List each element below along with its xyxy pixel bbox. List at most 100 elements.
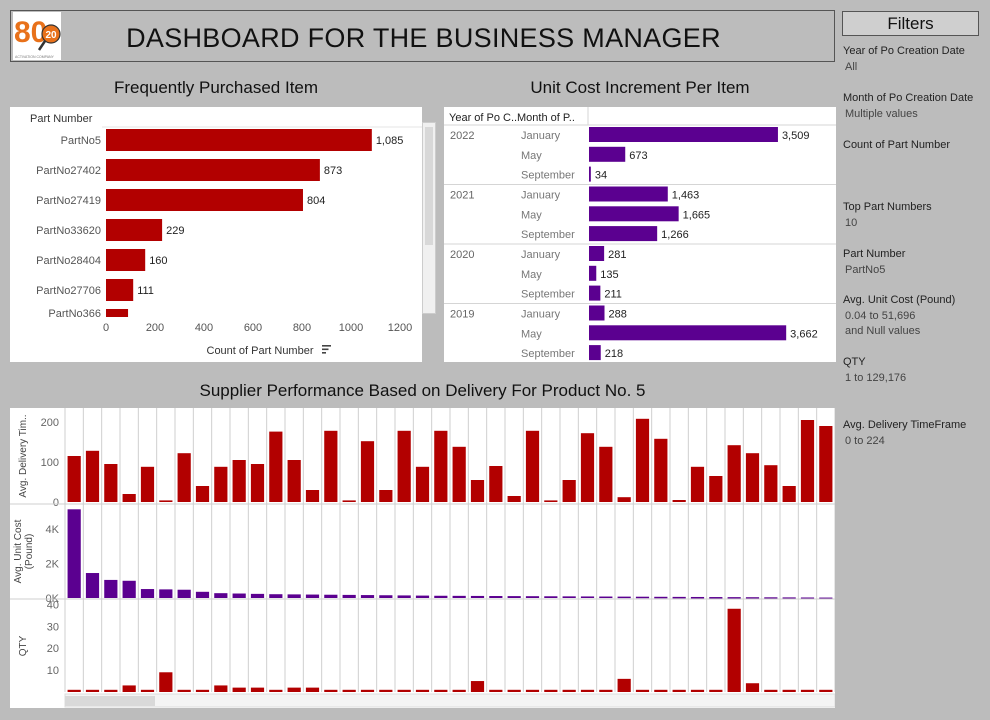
bar xyxy=(85,450,100,502)
bar xyxy=(67,456,81,502)
y-tick-label: 4K xyxy=(46,524,60,536)
data-label: 873 xyxy=(324,165,342,177)
chart-title-unit-cost: Unit Cost Increment Per Item xyxy=(530,78,750,97)
bar xyxy=(159,672,173,692)
bar xyxy=(819,426,833,502)
data-label: 1,085 xyxy=(376,135,404,147)
data-label: 288 xyxy=(609,309,627,321)
horizontal-scrollbar[interactable] xyxy=(64,693,836,708)
bar xyxy=(745,453,760,502)
bar xyxy=(764,597,778,599)
bar xyxy=(415,689,430,692)
filter-label: Month of Po Creation Date xyxy=(843,92,974,104)
filter-value-extra[interactable]: and Null values xyxy=(845,325,921,337)
sort-icon[interactable] xyxy=(322,345,331,354)
x-tick-label: 400 xyxy=(195,322,213,334)
month-label: May xyxy=(521,269,542,281)
bar xyxy=(177,689,191,692)
bar xyxy=(819,689,833,692)
bar xyxy=(232,460,246,502)
bar xyxy=(214,685,228,692)
bar xyxy=(397,430,411,502)
bar xyxy=(599,596,613,599)
bar xyxy=(690,596,705,599)
bar xyxy=(672,689,686,692)
bar xyxy=(507,496,521,502)
bar xyxy=(106,309,129,317)
filter-label: Part Number xyxy=(843,248,906,260)
bar xyxy=(434,689,448,692)
horizontal-scroll-thumb[interactable] xyxy=(65,696,155,706)
filter-label: Year of Po Creation Date xyxy=(843,45,965,57)
bar xyxy=(67,509,81,598)
y-tick-label: 30 xyxy=(47,621,59,633)
bar xyxy=(415,466,430,502)
bar xyxy=(324,594,338,598)
y-tick-label: 40 xyxy=(47,599,59,611)
bar xyxy=(507,596,521,598)
month-label: September xyxy=(521,170,575,182)
frequent-items-scrollbar[interactable] xyxy=(422,122,436,314)
bar xyxy=(250,687,265,692)
supplier-performance-panel: Avg. Delivery Tim.. 0 100 200 Avg. Unit Cost… xyxy=(10,408,836,708)
data-label: 218 xyxy=(605,348,623,360)
bar xyxy=(690,689,705,692)
month-label: September xyxy=(521,229,575,241)
frequent-items-scroll-thumb[interactable] xyxy=(425,127,433,245)
bar xyxy=(269,594,283,598)
filter-label: Avg. Unit Cost (Pound) xyxy=(843,294,956,306)
filter-value[interactable]: All xyxy=(845,61,858,73)
bar xyxy=(525,689,540,692)
bar xyxy=(507,689,521,692)
frequent-items-chart: Part Number PartNo5 1,085 PartNo27402 873 Par… xyxy=(30,113,422,357)
bar xyxy=(727,608,741,692)
bar xyxy=(525,430,540,502)
y-axis-label: Avg. Unit Cost(Pound) xyxy=(13,519,35,583)
y-tick-label: 100 xyxy=(41,457,59,469)
y-axis-label: QTY xyxy=(18,635,29,656)
bar xyxy=(397,595,411,598)
filter-value[interactable]: Multiple values xyxy=(845,108,918,120)
bar xyxy=(709,476,723,502)
bar xyxy=(140,589,155,598)
bar xyxy=(434,430,448,502)
bar xyxy=(709,597,723,599)
data-label: 3,509 xyxy=(782,130,810,142)
bar xyxy=(562,596,576,598)
bar xyxy=(287,460,301,502)
x-tick-label: 1200 xyxy=(388,322,412,334)
bar xyxy=(819,597,833,600)
bar xyxy=(727,445,741,502)
bar xyxy=(690,466,705,502)
page-title: DASHBOARD FOR THE BUSINESS MANAGER xyxy=(126,23,721,53)
y-tick-label: 200 xyxy=(41,417,59,429)
bar xyxy=(764,689,778,692)
unit-cost-panel: Year of Po C.. Month of P.. 2022 January 3,5… xyxy=(444,107,836,362)
bar xyxy=(544,500,558,502)
filter-value[interactable]: 1 to 129,176 xyxy=(845,372,907,384)
bar xyxy=(214,593,228,598)
bar xyxy=(589,127,778,142)
bar xyxy=(635,596,650,599)
data-label: 34 xyxy=(595,170,607,182)
bar xyxy=(342,500,356,502)
filter-value[interactable]: 0 to 224 xyxy=(845,435,885,447)
filter-value[interactable]: PartNo5 xyxy=(845,264,886,276)
filter-value[interactable]: 10 xyxy=(845,217,858,229)
bar xyxy=(305,687,320,692)
x-tick-label: 600 xyxy=(244,322,262,334)
dashboard-header: 80 20 ACTIVATION COMPANY DASHBOARD FOR T… xyxy=(10,10,835,62)
month-label: May xyxy=(521,328,542,340)
column-header: Year of Po C.. xyxy=(449,112,517,124)
x-tick-label: 1000 xyxy=(339,322,363,334)
filter-value[interactable]: 0.04 to 51,696 xyxy=(845,310,916,322)
month-label: May xyxy=(521,209,542,221)
column-header: Month of P.. xyxy=(517,112,575,124)
bar xyxy=(589,285,601,301)
bar xyxy=(106,159,320,181)
bar xyxy=(122,494,136,502)
bar xyxy=(745,597,760,599)
bar xyxy=(177,589,191,598)
bar xyxy=(562,689,576,692)
year-label: 2019 xyxy=(450,309,474,321)
